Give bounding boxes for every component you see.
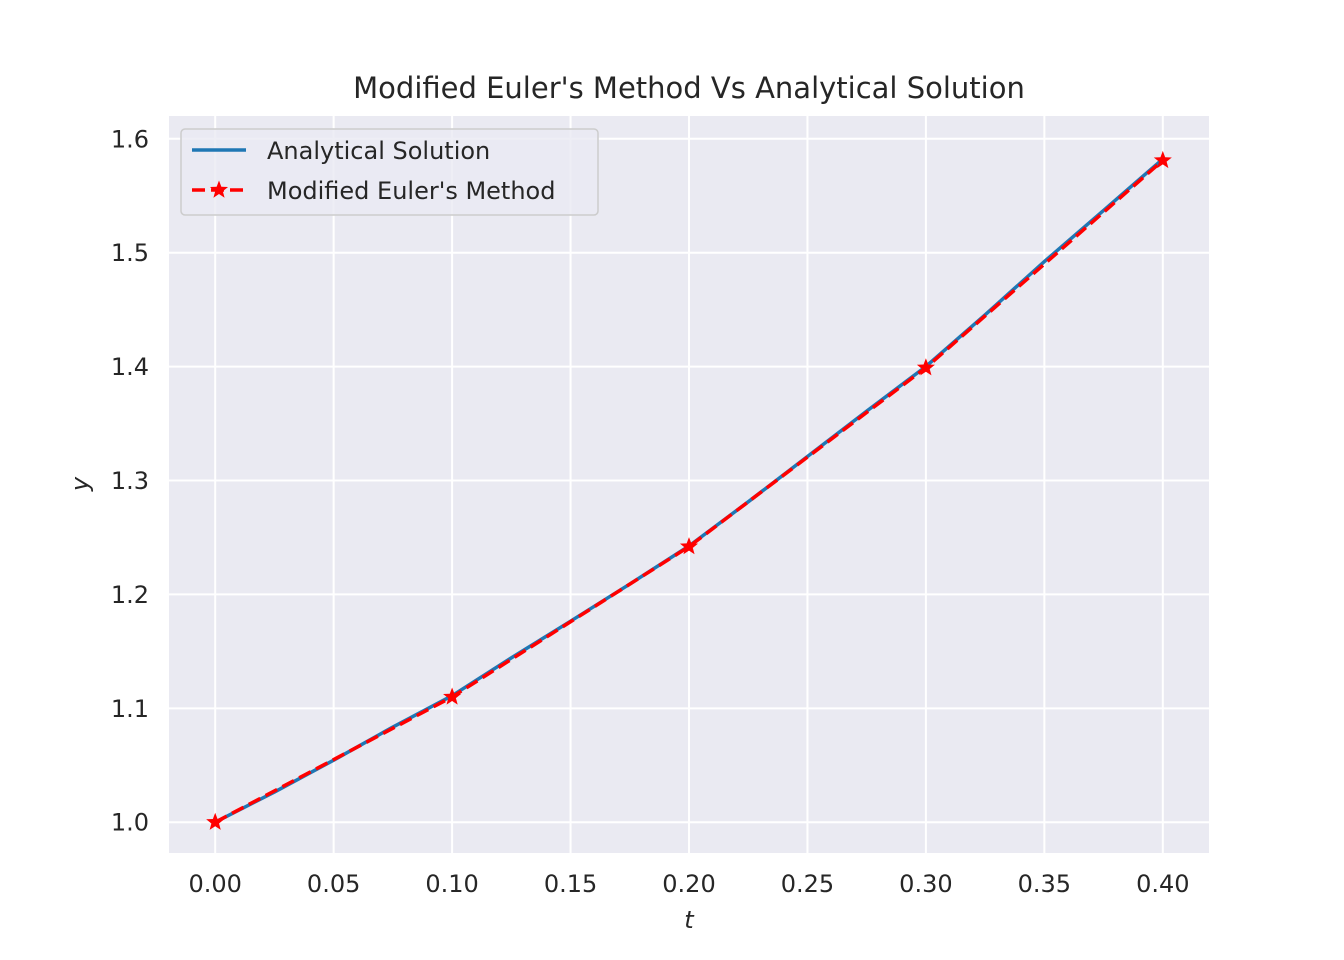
y-tick-label: 1.5	[111, 239, 149, 267]
x-tick-labels: 0.00 0.05 0.10 0.15 0.20 0.25 0.30 0.35 0.40	[188, 870, 1189, 898]
grid	[169, 116, 1209, 853]
legend-euler-star-marker	[209, 180, 229, 198]
x-tick-label: 0.05	[307, 870, 360, 898]
data-point-star	[916, 358, 935, 376]
chart-title: Modified Euler's Method Vs Analytical So…	[353, 71, 1025, 105]
legend-euler-label: Modified Euler's Method	[267, 177, 555, 205]
y-tick-label: 1.4	[111, 353, 149, 381]
y-tick-label: 1.0	[111, 809, 149, 837]
x-tick-label: 0.10	[425, 870, 478, 898]
x-tick-label: 0.40	[1136, 870, 1189, 898]
x-tick-label: 0.35	[1018, 870, 1071, 898]
data-point-star	[1153, 150, 1172, 169]
series-layer	[206, 150, 1172, 830]
x-tick-label: 0.15	[544, 870, 597, 898]
data-point-star	[206, 812, 225, 830]
series-line-modified-euler	[214, 159, 1164, 824]
legend-analytical-label: Analytical Solution	[267, 137, 490, 165]
x-tick-label: 0.25	[781, 870, 834, 898]
y-tick-label: 1.2	[111, 581, 149, 609]
y-tick-labels: 1.0 1.1 1.2 1.3 1.4 1.5 1.6	[111, 125, 149, 836]
y-tick-label: 1.6	[111, 125, 149, 153]
x-axis-label: t	[684, 906, 695, 934]
y-tick-label: 1.3	[111, 467, 149, 495]
data-point-star	[679, 537, 699, 555]
data-point-star	[443, 687, 462, 705]
legend-box	[180, 128, 599, 216]
y-axis-label: y	[66, 476, 94, 492]
x-tick-label: 0.20	[662, 870, 715, 898]
y-tick-label: 1.1	[111, 695, 149, 723]
x-tick-label: 0.00	[188, 870, 241, 898]
legend: Analytical Solution Modified Euler's Met…	[180, 128, 599, 216]
x-tick-label: 0.30	[899, 870, 952, 898]
